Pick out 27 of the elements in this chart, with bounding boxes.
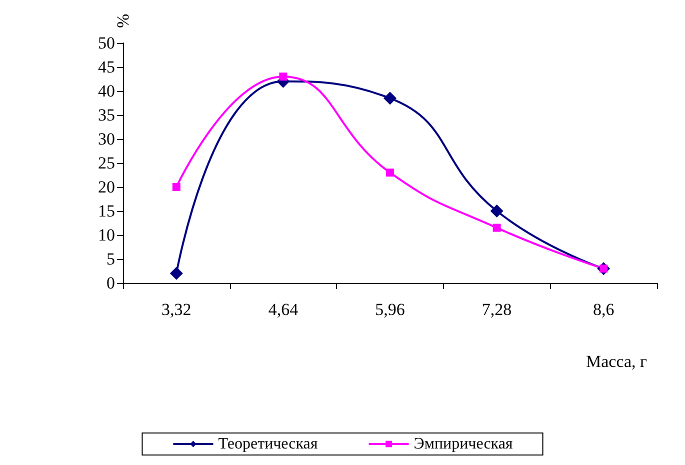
point bbox=[490, 204, 504, 218]
y-tick-label: 5 bbox=[106, 250, 115, 268]
y-tick-label: 50 bbox=[98, 34, 115, 52]
y-tick-label: 30 bbox=[98, 130, 115, 148]
y-axis-title: % bbox=[114, 14, 132, 28]
x-tick-label: 7,28 bbox=[482, 300, 512, 319]
x-tick-label: 3,32 bbox=[162, 300, 192, 319]
x-tick-label: 4,64 bbox=[268, 300, 299, 319]
y-tick-label: 35 bbox=[98, 106, 115, 124]
point bbox=[172, 183, 180, 191]
x-tick-label: 8,6 bbox=[592, 300, 614, 319]
y-tick-label: 25 bbox=[98, 154, 115, 172]
point bbox=[492, 224, 501, 232]
y-tick-label: 10 bbox=[98, 226, 115, 244]
y-tick-label: 0 bbox=[106, 274, 115, 292]
point bbox=[279, 72, 288, 81]
y-tick-label: 20 bbox=[98, 178, 115, 196]
y-tick-label: 15 bbox=[98, 202, 115, 220]
x-tick-label: 5,96 bbox=[375, 300, 405, 319]
x-axis-title: Масса, г bbox=[586, 352, 648, 371]
legend-label: Теоретическая bbox=[218, 436, 318, 452]
legend-label: Эмпирическая bbox=[414, 436, 514, 452]
y-tick-label: 40 bbox=[98, 82, 115, 100]
point bbox=[384, 92, 396, 105]
y-tick-label: 45 bbox=[98, 58, 115, 76]
point bbox=[386, 168, 394, 177]
point bbox=[170, 266, 183, 280]
